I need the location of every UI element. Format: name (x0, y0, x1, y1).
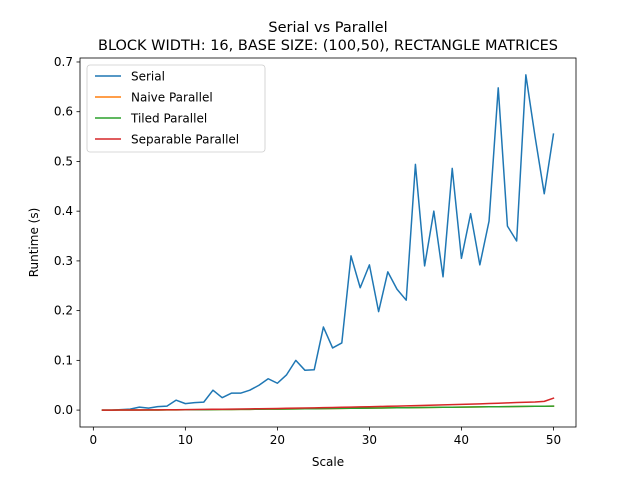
series-layer (101, 74, 555, 411)
chart-title: Serial vs Parallel (268, 20, 387, 36)
x-tick-label: 10 (178, 433, 193, 447)
legend-label-tiled-parallel: Tiled Parallel (130, 112, 207, 126)
y-tick-label: 0.7 (54, 55, 73, 69)
y-tick-label: 0.3 (54, 254, 73, 268)
legend-box (86, 64, 266, 153)
y-tick-label: 0.5 (54, 154, 73, 168)
y-tick-label: 0.4 (54, 204, 73, 218)
y-tick-label: 0.1 (54, 353, 73, 367)
x-tick-label: 50 (546, 433, 561, 447)
legend-items: Serial Naive Parallel Tiled Parallel Separa… (95, 70, 239, 147)
x-tick-label: 0 (90, 433, 98, 447)
legend-label-naive-parallel: Naive Parallel (131, 91, 213, 105)
y-tick-label: 0.6 (54, 105, 73, 119)
y-tick-label: 0.2 (54, 304, 73, 318)
x-axis-ticks: 0 10 20 30 40 50 (90, 427, 561, 447)
x-tick-label: 30 (362, 433, 377, 447)
x-axis-label: Scale (312, 455, 344, 469)
y-axis-ticks: 0.0 0.1 0.2 0.3 0.4 0.5 0.6 0.7 (54, 55, 80, 417)
x-tick-label: 40 (454, 433, 469, 447)
series-line-separable-parallel (101, 397, 555, 411)
chart-subtitle: BLOCK WIDTH: 16, BASE SIZE: (100,50), RE… (98, 38, 558, 54)
y-tick-label: 0.0 (54, 403, 73, 417)
x-tick-label: 20 (270, 433, 285, 447)
legend-label-separable-parallel: Separable Parallel (131, 133, 239, 147)
legend: Serial Naive Parallel Tiled Parallel Separa… (86, 64, 266, 153)
legend-label-serial: Serial (131, 70, 165, 84)
series-line-serial (101, 74, 555, 411)
y-axis-label: Runtime (s) (27, 208, 41, 278)
axes-frame (79, 57, 577, 428)
